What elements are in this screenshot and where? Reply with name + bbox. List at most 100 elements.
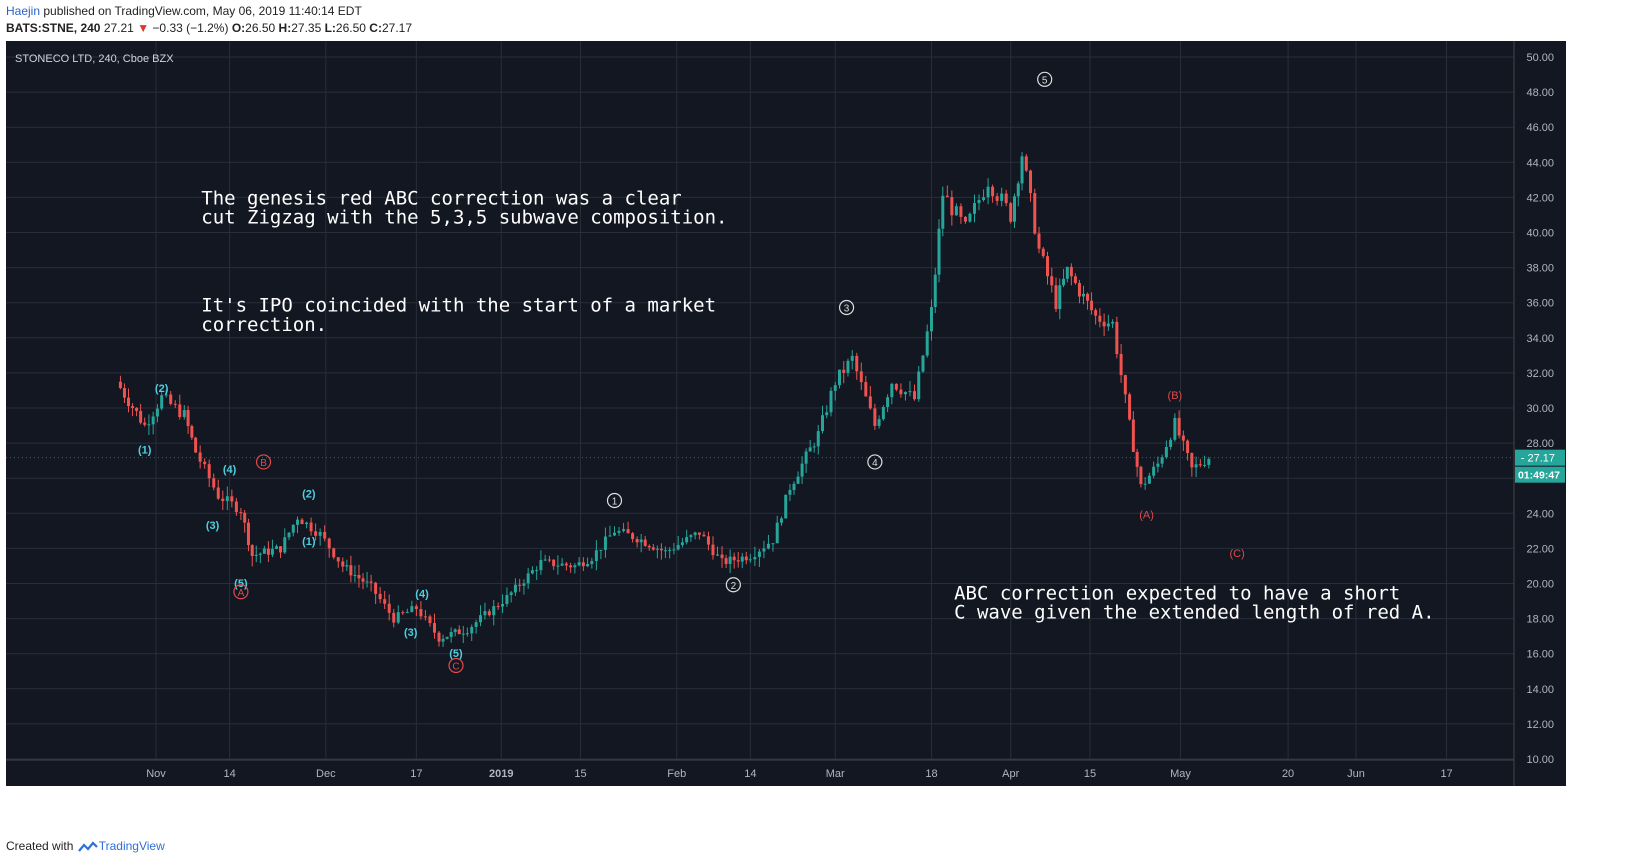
close-label: C: [369,21,382,35]
time-tick: 14 [744,768,756,780]
candle [1094,310,1098,316]
candles [118,152,1211,647]
candle [894,383,898,390]
candle [432,623,436,633]
candle [766,543,770,549]
wave-label: 3 [844,303,850,314]
low-label: L: [324,21,336,35]
countdown-tag [1515,466,1565,483]
candle [392,612,396,623]
time-tick: Dec [316,768,336,780]
candle [846,360,850,373]
candle [1156,463,1160,467]
candle [982,197,986,201]
candle [594,550,598,562]
candle [659,548,663,551]
candle [950,197,954,216]
wave-label: (3) [206,520,220,532]
candle [603,536,607,550]
candle [492,606,496,616]
candle [873,408,877,426]
candle [186,410,190,426]
candle [963,216,967,222]
candle [221,498,225,502]
wave-label-circle [725,577,741,593]
annotation-text: cut Zigzag with the 5,3,5 subwave compos… [201,207,727,229]
candle [732,556,736,561]
price-change: −0.33 (−1.2%) [152,21,229,35]
candle [972,203,976,214]
candle [1033,193,1037,234]
candle [243,512,247,523]
candle [748,559,752,561]
candle [291,524,295,533]
candle [539,560,543,571]
candle [1139,466,1143,485]
annotations: The genesis red ABC correction was a cle… [201,187,1434,623]
candle [349,565,353,576]
price-chart[interactable]: 50.00 48.00 46.00 44.00 42.00 40.00 38.00 36.00… [6,41,1566,786]
time-axis[interactable]: Nov 14 Dec 17 2019 15 Feb 14 Mar 18 Apr 15 May 20 Jun 1… [6,759,1514,780]
candle [1062,278,1066,286]
price-tick: 36.00 [1526,298,1554,310]
candle [526,573,530,584]
candle [323,531,327,539]
candle [986,186,990,198]
candle [345,565,349,567]
time-tick: 20 [1282,768,1294,780]
last-price-label: - 27.17 [1521,453,1555,465]
candle [655,548,659,550]
candle [461,633,465,635]
author-link[interactable]: Haejin [6,4,41,18]
candle [702,534,706,537]
candle [917,371,921,400]
candle [127,397,131,407]
candle [543,559,547,561]
wave-label: (2) [155,383,169,395]
candle [753,557,757,560]
wave-label-circle [255,454,272,470]
candle [1164,446,1168,458]
candle [234,501,238,513]
high-value: 27.35 [291,21,322,35]
candle [194,437,198,453]
annotation-text: C wave given the extended length of red … [954,602,1434,624]
publish-line: Haejin published on TradingView.com, May… [6,4,362,18]
candle [505,594,509,605]
down-arrow-icon: ▼ [137,21,150,35]
price-tick: 12.00 [1526,719,1554,731]
candle [131,406,135,408]
candle [1123,375,1127,395]
candle [147,424,151,426]
candle [577,562,581,566]
candle [881,407,885,420]
price-axis[interactable]: 50.00 48.00 46.00 44.00 42.00 40.00 38.00 36.00… [1513,41,1566,786]
wave-labels: (2)(1)(4)(3)(5)(2)(1)(4)(3)(5)ABC12345(A… [138,71,1245,674]
wave-label: 4 [872,458,878,469]
candle [530,570,534,574]
candle [954,206,958,216]
candle [1207,458,1211,465]
candle [617,530,621,533]
wave-label: A [238,588,245,599]
candle [203,461,207,465]
candle [864,382,868,397]
candle [1102,321,1106,327]
candle [1037,233,1041,249]
tradingview-link[interactable]: TradingView [98,839,165,853]
price-tick: 22.00 [1526,543,1554,555]
time-tick: 2019 [489,768,513,780]
candle [522,583,526,586]
candle [775,522,779,544]
price-tick: 18.00 [1526,614,1554,626]
open-label: O: [231,21,246,35]
candle [336,557,340,562]
candle [663,550,667,552]
candle [300,519,304,525]
candle [118,381,122,389]
time-tick: 18 [925,768,937,780]
wave-label: (A) [1139,510,1154,522]
candle [804,451,808,464]
candle [182,410,186,418]
created-with-label: Created with [6,839,74,853]
